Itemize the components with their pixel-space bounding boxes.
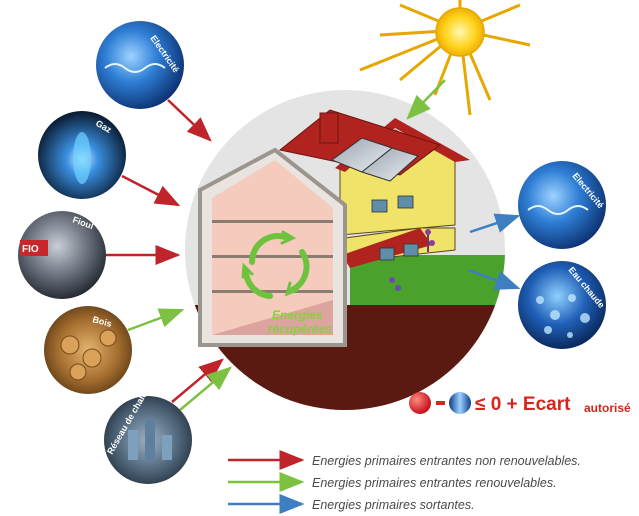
flowers-icon [389, 229, 435, 291]
arrow-electricite-in [167, 99, 212, 142]
recycling-arrows-icon [241, 230, 310, 299]
formula-suffix: autorisé [584, 401, 631, 415]
arrow-gaz [121, 174, 181, 207]
arrow-electricite-out [469, 213, 521, 234]
bois-balloon: Bois [44, 306, 132, 394]
bois-label: Bois [91, 314, 112, 329]
eau-chaude-balloon: Eau chaude [518, 261, 607, 349]
legend-item-non-renewable: Energies primaires entrantes non renouve… [312, 454, 581, 468]
blue-ball-icon [449, 392, 471, 414]
legend: Energies primaires entrantes non renouve… [228, 450, 581, 514]
arrow-bois [127, 308, 185, 332]
gaz-balloon: Gaz [38, 111, 126, 199]
sun-icon [359, 0, 531, 116]
house [198, 109, 470, 347]
arrow-eau-chaude [467, 268, 521, 290]
formula-main: ≤ 0 + Ecart [475, 394, 571, 415]
legend-item-outgoing: Energies primaires sortantes. [312, 498, 475, 512]
legend-item-renewable: Energies primaires entrantes renouvelabl… [312, 476, 557, 490]
balance-formula: ≤ 0 + Ecart autorisé [409, 392, 631, 415]
electricite-in-balloon: Electricité [96, 21, 184, 109]
fioul-sign-icon: FIO [22, 244, 39, 255]
arrow-sun [406, 79, 446, 120]
solar-panels [330, 137, 419, 182]
fioul-balloon: FIO Fioul [18, 211, 106, 299]
arrow-reseau-r [179, 366, 232, 411]
electricite-out-balloon: Electricité [518, 161, 606, 249]
recovered-energy-label-1: Energies [272, 308, 323, 322]
flow-arrows [106, 79, 521, 411]
red-ball-icon [409, 392, 431, 414]
recovered-energy-label-2: récupérées [268, 322, 332, 336]
minus-sign [436, 401, 445, 405]
